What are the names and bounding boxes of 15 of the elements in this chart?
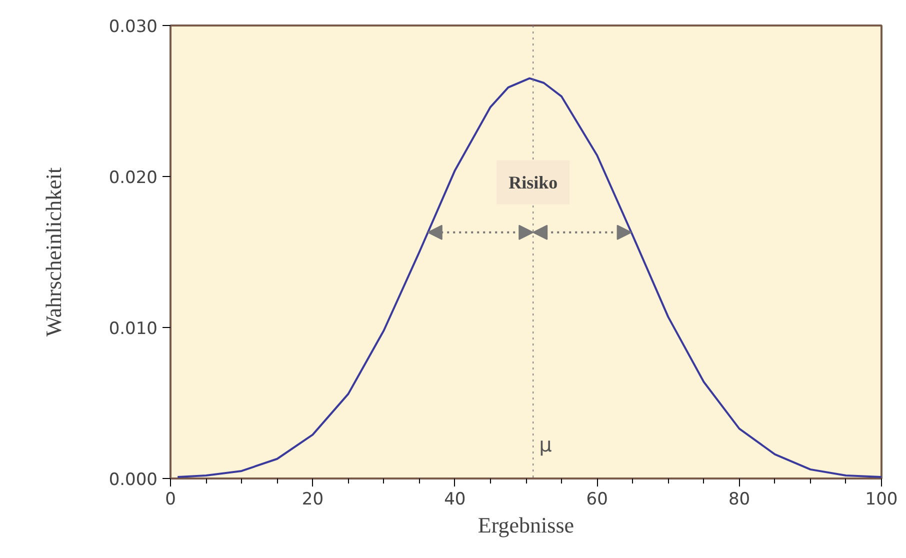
x-tick-label: 40 — [444, 490, 466, 510]
y-tick-label: 0.010 — [108, 319, 158, 339]
ref-line-label: μ — [539, 432, 552, 456]
x-tick-label: 100 — [865, 490, 898, 510]
y-axis-title: Wahrscheinlichkeit — [40, 167, 66, 337]
x-axis-title: Ergebnisse — [478, 512, 574, 538]
y-tick-label: 0.020 — [108, 168, 158, 188]
annotation: Risiko — [508, 172, 558, 192]
x-tick-label: 80 — [728, 490, 750, 510]
y-tick-label: 0.030 — [108, 17, 158, 37]
y-tick-label: 0.000 — [108, 470, 158, 490]
line-series — [176, 77, 882, 478]
x-tick-label: 20 — [302, 490, 324, 510]
x-tick-label: 0 — [165, 490, 176, 510]
x-tick-label: 60 — [586, 490, 608, 510]
